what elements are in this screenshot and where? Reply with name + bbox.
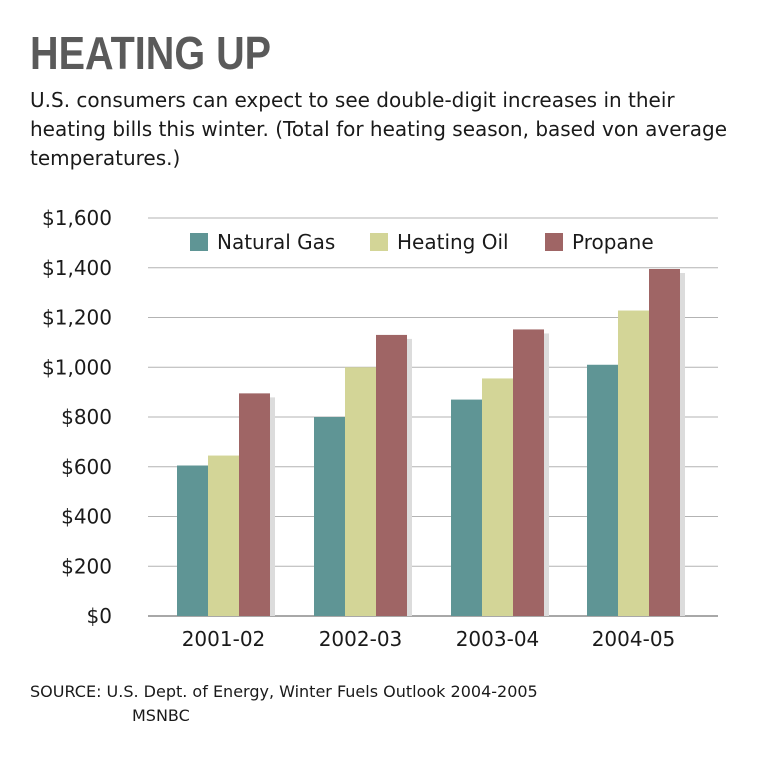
y-tick-label: $1,000 <box>42 355 112 379</box>
bar-propane <box>649 268 680 616</box>
y-tick-label: $400 <box>61 505 112 529</box>
legend-label: Heating Oil <box>397 230 509 254</box>
y-tick-label: $0 <box>87 604 112 628</box>
source-text: SOURCE: U.S. Dept. of Energy, Winter Fue… <box>30 682 538 701</box>
x-tick-label: 2001-02 <box>182 627 266 651</box>
legend-swatch <box>190 233 208 251</box>
x-tick-label: 2002-03 <box>319 627 403 651</box>
y-tick-label: $1,200 <box>42 306 112 330</box>
bar-heating-oil <box>482 378 513 616</box>
bar-heating-oil <box>618 310 649 616</box>
y-tick-label: $800 <box>61 405 112 429</box>
legend-label: Natural Gas <box>217 230 335 254</box>
y-tick-label: $600 <box>61 455 112 479</box>
chart-title: HEATING UP <box>30 27 272 79</box>
bar-propane <box>239 393 270 616</box>
y-axis-ticks: $0 $200 $400 $600 $800 $1,000 $1,200 $1,400 $1,6… <box>42 206 112 628</box>
bar-chart: $0 $200 $400 $600 $800 $1,000 $1,200 $1,400 $1,6… <box>42 206 718 651</box>
bars <box>177 268 685 616</box>
x-tick-label: 2003-04 <box>456 627 540 651</box>
bar-propane <box>376 334 407 616</box>
bar-natural-gas <box>177 465 208 616</box>
legend-label: Propane <box>572 230 654 254</box>
bar-propane <box>513 329 544 616</box>
x-axis-ticks: 2001-02 2002-03 2003-04 2004-05 <box>182 627 676 651</box>
legend-swatch <box>370 233 388 251</box>
y-tick-label: $200 <box>61 554 112 578</box>
legend: Natural Gas Heating Oil Propane <box>190 230 654 254</box>
bar-natural-gas <box>587 364 618 616</box>
bar-heating-oil <box>345 367 376 616</box>
bar-heating-oil <box>208 455 239 616</box>
bar-natural-gas <box>314 417 345 616</box>
bar-natural-gas <box>451 399 482 616</box>
y-tick-label: $1,600 <box>42 206 112 230</box>
chart-subtitle: U.S. consumers can expect to see double-… <box>30 88 728 170</box>
legend-swatch <box>545 233 563 251</box>
credit-text: MSNBC <box>132 706 190 725</box>
y-tick-label: $1,400 <box>42 256 112 280</box>
x-tick-label: 2004-05 <box>592 627 676 651</box>
source-note: SOURCE: U.S. Dept. of Energy, Winter Fue… <box>30 680 538 728</box>
